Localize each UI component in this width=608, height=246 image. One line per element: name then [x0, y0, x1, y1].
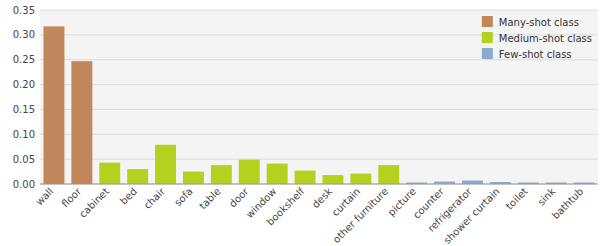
legend-swatch: [482, 16, 493, 27]
legend-item: Medium-shot class: [482, 32, 592, 44]
bar: [322, 175, 343, 184]
plot-area: [40, 10, 598, 184]
y-axis: 0.00 0.05 0.10 0.15 0.20 0.25 0.30 0.35: [13, 5, 598, 190]
x-tick-label: other furniture: [331, 186, 390, 245]
x-tick-label: cabinet: [77, 186, 111, 220]
grid-line: [40, 84, 598, 85]
x-tick-label: desk: [310, 185, 335, 210]
y-tick-label: 0.10: [13, 129, 35, 140]
bar: [99, 163, 120, 184]
x-tick-label: sofa: [172, 186, 195, 209]
x-tick-label: toilet: [504, 186, 530, 212]
x-axis: wallfloorcabinetbedchairsofatabledoorwin…: [34, 185, 586, 246]
legend-label: Few-shot class: [499, 49, 572, 60]
grid-line: [40, 109, 598, 110]
y-tick-label: 0.35: [13, 5, 35, 16]
legend-item: Few-shot class: [482, 48, 572, 60]
bar: [350, 174, 371, 184]
grid-line: [40, 184, 598, 185]
x-tick-label: bathtub: [550, 186, 586, 222]
x-tick-label: table: [197, 186, 223, 212]
y-tick-label: 0.05: [13, 154, 35, 165]
bar: [295, 171, 316, 184]
y-tick-label: 0.20: [13, 79, 35, 90]
y-tick-label: 0.30: [13, 29, 35, 40]
x-tick-label: bookshelf: [264, 185, 306, 227]
x-tick-label: door: [227, 185, 251, 209]
x-tick-label: sink: [536, 185, 558, 207]
bar: [211, 165, 232, 184]
bars: [43, 26, 594, 184]
y-tick-label: 0.00: [13, 179, 35, 190]
bar: [155, 145, 176, 184]
x-axis-line: [40, 184, 598, 185]
x-tick-label: bed: [118, 186, 139, 207]
chart: 0.00 0.05 0.10 0.15 0.20 0.25 0.30 0.35 wallfloo…: [0, 0, 608, 246]
bar: [43, 26, 64, 184]
legend-label: Medium-shot class: [499, 33, 592, 44]
bar: [462, 181, 483, 184]
legend-label: Many-shot class: [499, 17, 579, 28]
bar: [378, 165, 399, 184]
x-tick-label: floor: [59, 185, 83, 209]
grid-line: [40, 134, 598, 135]
x-tick-label: chair: [142, 185, 168, 211]
grid-line: [40, 10, 598, 11]
bar: [71, 61, 92, 184]
bar: [127, 169, 148, 184]
x-tick-label: wall: [34, 186, 56, 208]
bar: [267, 164, 288, 184]
y-tick-label: 0.25: [13, 54, 35, 65]
legend: Many-shot class Medium-shot class Few-shot…: [482, 16, 592, 60]
legend-swatch: [482, 32, 493, 43]
legend-swatch: [482, 48, 493, 59]
x-tick-label: shower curtain: [441, 186, 501, 246]
y-tick-label: 0.15: [13, 104, 35, 115]
legend-item: Many-shot class: [482, 16, 579, 28]
grid-line: [40, 159, 598, 160]
bar: [239, 160, 260, 184]
bar: [183, 172, 204, 184]
